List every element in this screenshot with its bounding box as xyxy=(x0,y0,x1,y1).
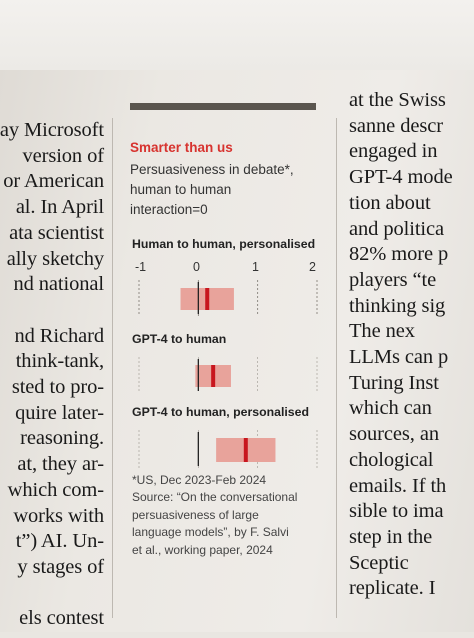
right-column-line: at the Swiss xyxy=(349,89,446,111)
right-column-line: chological xyxy=(349,448,434,471)
column-rule-left xyxy=(112,118,113,618)
left-column-line: at, they ar- xyxy=(17,453,104,476)
right-column-line: replicate. I xyxy=(349,577,436,600)
left-column-line: y stages of xyxy=(17,555,104,578)
tick-label-1: 1 xyxy=(252,260,259,274)
left-column-line: quire later- xyxy=(15,401,104,424)
left-column-line: ay Microsoft xyxy=(0,119,104,141)
chart-kicker: Smarter than us xyxy=(130,140,233,155)
source-line: Source: “On the conversational xyxy=(132,490,298,505)
left-column-line: nd national xyxy=(13,273,104,296)
right-column-line: players “te xyxy=(349,268,437,291)
right-column-line: tion about xyxy=(349,191,431,214)
left-column-line: version of xyxy=(22,144,104,167)
page-top-margin xyxy=(0,0,474,70)
left-column-line: which com- xyxy=(7,478,104,501)
left-column-line: or American xyxy=(3,170,104,193)
series-label-1: Human to human, personalised xyxy=(132,237,316,251)
right-column-line: sible to ima xyxy=(349,500,444,523)
source-line: language models”, by F. Salvi xyxy=(132,525,289,540)
right-column-line: thinking sig xyxy=(349,294,446,317)
tick-label-2: 2 xyxy=(309,260,316,274)
right-column-line: emails. If th xyxy=(349,474,447,497)
left-column-line: ally sketchy xyxy=(6,247,104,270)
left-column-line: works with xyxy=(13,504,104,527)
left-column-line: ata scientist xyxy=(9,221,104,244)
estimate-marker xyxy=(243,438,248,462)
series-label-3: GPT-4 to human, personalised xyxy=(132,405,309,419)
right-column-line: sanne descr xyxy=(349,114,443,137)
right-column-line: which can xyxy=(349,397,432,420)
chart-top-rule xyxy=(130,103,316,110)
series-label-2: GPT-4 to human xyxy=(132,332,227,346)
chart-title: Persuasiveness in debate*, human to huma… xyxy=(130,162,294,217)
right-column-line: Turing Inst xyxy=(349,371,439,394)
chart-box: Smarter than us Persuasiveness in debate… xyxy=(122,100,327,600)
right-column-line: GPT-4 mode xyxy=(349,166,453,189)
chart-notes: *US, Dec 2023-Feb 2024 Source: “On the c… xyxy=(132,472,317,559)
chart-plot xyxy=(138,280,318,468)
right-column-line: step in the xyxy=(349,525,433,548)
estimate-marker xyxy=(205,288,210,310)
right-column-line: engaged in xyxy=(349,140,438,163)
right-column-line: Sceptic xyxy=(349,551,409,574)
estimate-marker xyxy=(211,365,216,387)
right-column-line: sources, an xyxy=(349,423,439,446)
right-text-column: at the Swiss sanne descr engaged in GPT-4 m… xyxy=(345,88,474,632)
left-column-line: think-tank, xyxy=(15,350,104,373)
right-column-line: LLMs can p xyxy=(349,346,449,368)
right-column-line: The nex xyxy=(349,320,415,343)
left-column-line: t”) AI. Un- xyxy=(15,530,104,553)
left-text-column: ay Microsoft version of or American al. In … xyxy=(0,118,108,638)
left-column-line: nd Richard xyxy=(14,324,104,347)
left-column-line: els contest xyxy=(19,607,104,630)
right-column-line: and politica xyxy=(349,217,445,240)
tick-label-minus1: -1 xyxy=(135,260,147,274)
source-line: persuasiveness of large xyxy=(132,507,259,522)
left-column-line: sted to pro- xyxy=(11,376,104,398)
tick-label-0: 0 xyxy=(193,260,200,274)
column-rule-right xyxy=(336,118,337,618)
left-column-line: al. In April xyxy=(15,196,104,219)
source-line: et al., working paper, 2024 xyxy=(132,542,273,557)
left-column-line: reasoning. xyxy=(20,427,104,450)
right-column-line: 82% more p xyxy=(349,243,449,266)
chart-footnote: *US, Dec 2023-Feb 2024 xyxy=(132,473,267,487)
chart-source: Source: “On the conversational persuasive… xyxy=(132,489,317,559)
